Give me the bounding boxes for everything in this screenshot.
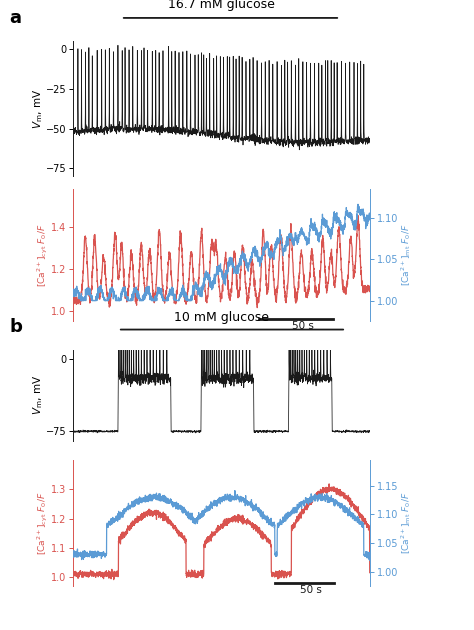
Y-axis label: $[{\rm Ca}^{2+}]_{\rm mt}\ F_0/F$: $[{\rm Ca}^{2+}]_{\rm mt}\ F_0/F$ <box>400 224 413 287</box>
Y-axis label: $V_{\rm m}$, mV: $V_{\rm m}$, mV <box>31 375 45 415</box>
Text: 16.7 mM glucose: 16.7 mM glucose <box>168 0 275 11</box>
Text: b: b <box>9 318 22 336</box>
Text: a: a <box>9 9 21 28</box>
Text: 10 mM glucose: 10 mM glucose <box>174 311 269 324</box>
Text: 50 s: 50 s <box>292 321 314 331</box>
Text: 50 s: 50 s <box>300 585 321 595</box>
Y-axis label: $[{\rm Ca}^{2+}]_{\rm mt}\ F_0/F$: $[{\rm Ca}^{2+}]_{\rm mt}\ F_0/F$ <box>400 491 413 554</box>
Y-axis label: $V_{\rm m}$, mV: $V_{\rm m}$, mV <box>31 89 45 129</box>
Y-axis label: $[{\rm Ca}^{2+}]_{\rm cyt}\ F_0/F$: $[{\rm Ca}^{2+}]_{\rm cyt}\ F_0/F$ <box>35 224 50 287</box>
Y-axis label: $[{\rm Ca}^{2+}]_{\rm cyt}\ F_0/F$: $[{\rm Ca}^{2+}]_{\rm cyt}\ F_0/F$ <box>35 491 50 554</box>
